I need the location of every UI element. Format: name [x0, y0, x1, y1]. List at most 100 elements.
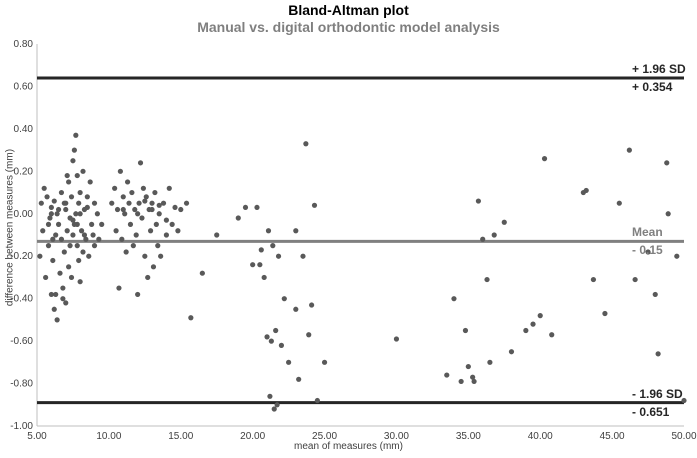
data-point	[590, 276, 597, 283]
data-point	[265, 228, 272, 234]
data-point	[268, 338, 274, 344]
reference-lines	[37, 76, 684, 405]
data-point	[267, 393, 273, 399]
data-point	[258, 247, 264, 253]
data-point	[120, 206, 126, 213]
data-point	[63, 200, 69, 206]
data-point	[321, 359, 328, 365]
data-point	[120, 194, 126, 200]
reference-line-label: + 1.96 SD	[632, 61, 686, 76]
data-point	[275, 253, 282, 259]
data-point	[96, 236, 102, 242]
data-point	[68, 274, 75, 281]
data-point	[156, 202, 162, 208]
data-point	[273, 327, 279, 334]
data-point	[80, 168, 86, 174]
data-point	[48, 204, 54, 211]
data-point	[61, 249, 67, 255]
data-point	[50, 257, 56, 264]
data-point	[40, 228, 46, 234]
data-point	[484, 276, 490, 283]
data-point	[64, 172, 70, 179]
data-point	[51, 306, 57, 312]
data-point	[124, 179, 131, 185]
data-point	[175, 228, 181, 234]
chart-subtitle: Manual vs. digital orthodontic model ana…	[197, 19, 500, 35]
data-point	[112, 185, 118, 191]
data-point	[444, 372, 450, 378]
data-point	[73, 211, 79, 217]
data-point	[140, 185, 146, 191]
x-tick-label: 30.00	[384, 431, 409, 442]
data-point	[50, 236, 56, 242]
data-point	[70, 158, 76, 164]
data-point	[84, 194, 90, 200]
data-point	[68, 194, 75, 200]
data-point	[163, 217, 169, 223]
data-point	[583, 187, 589, 194]
data-point	[73, 132, 79, 138]
chart-title: Bland-Altman plot	[288, 2, 409, 18]
data-point	[458, 378, 464, 385]
y-tick-label: -1.00	[10, 421, 33, 432]
data-point	[113, 228, 119, 234]
data-point	[281, 296, 287, 302]
data-point	[156, 211, 162, 217]
data-point	[41, 185, 47, 191]
data-point	[626, 147, 632, 153]
data-point	[77, 211, 83, 217]
y-tick-label: 0.80	[14, 39, 34, 50]
data-point	[632, 276, 638, 283]
x-tick-label: 40.00	[528, 431, 553, 442]
data-point	[117, 168, 123, 174]
data-point	[158, 253, 164, 259]
data-point	[63, 300, 69, 306]
data-point	[132, 206, 138, 213]
data-point	[64, 228, 70, 234]
data-point	[242, 204, 249, 211]
data-point	[508, 349, 515, 355]
data-point	[123, 249, 129, 255]
data-point	[487, 359, 493, 365]
y-tick-label: -0.40	[10, 294, 33, 305]
data-point	[44, 194, 50, 200]
data-point	[94, 211, 100, 217]
data-point	[60, 296, 66, 302]
x-tick-label: 5.00	[27, 431, 47, 442]
data-point	[89, 221, 95, 227]
y-tick-label: -0.80	[10, 379, 33, 390]
data-point	[145, 274, 151, 281]
data-point	[38, 200, 44, 206]
data-point	[147, 228, 154, 234]
data-point	[537, 313, 543, 319]
data-point	[78, 228, 85, 234]
data-point	[470, 374, 476, 380]
data-point	[37, 253, 43, 259]
data-point	[257, 262, 263, 268]
x-tick-label: 25.00	[312, 431, 337, 442]
data-point	[45, 243, 52, 249]
data-point	[655, 351, 661, 357]
y-axis-label: difference between measures (mm)	[4, 148, 16, 307]
data-point	[116, 285, 122, 291]
data-point	[149, 200, 155, 206]
x-tick-label: 15.00	[168, 431, 193, 442]
data-point	[135, 291, 141, 298]
reference-line-value: - 0.15	[632, 243, 663, 258]
data-point	[475, 198, 481, 204]
data-point	[77, 189, 83, 196]
data-point	[665, 211, 671, 217]
data-point	[130, 243, 136, 249]
y-tick-label: 0.40	[14, 124, 34, 135]
y-tick-label: 0.20	[14, 166, 34, 177]
data-point	[602, 310, 608, 317]
y-tick-label: 0.60	[14, 81, 34, 92]
data-point	[58, 236, 65, 242]
data-point	[160, 200, 167, 206]
data-point	[235, 215, 241, 221]
data-point	[166, 185, 172, 191]
x-tick-label: 50.00	[671, 431, 696, 442]
data-point	[300, 253, 306, 259]
data-point	[53, 232, 59, 238]
data-point	[74, 221, 80, 227]
